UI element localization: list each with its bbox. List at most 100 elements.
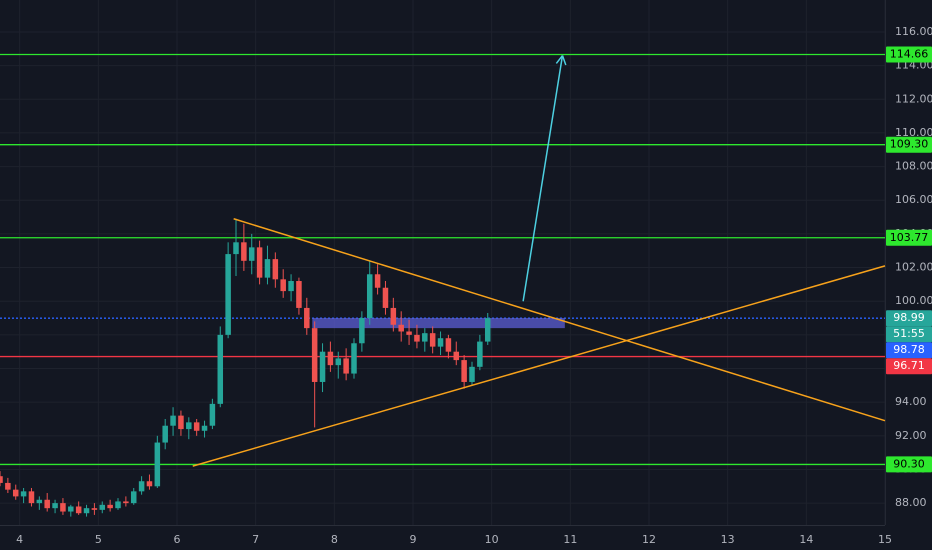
candle-body [280, 279, 286, 292]
price-tag-label: 98.99 [893, 311, 925, 324]
x-tick-label: 14 [799, 533, 813, 546]
candle-body [130, 491, 137, 504]
x-tick-label: 13 [721, 533, 735, 546]
y-tick-label: 92.00 [895, 429, 927, 442]
candle-body [414, 334, 420, 342]
candle-body [44, 499, 50, 509]
y-tick-label: 116.00 [895, 25, 932, 38]
candle-body [484, 318, 491, 342]
candle-body [75, 506, 82, 514]
candle-body [123, 501, 129, 504]
candle-body [272, 259, 279, 280]
price-tag-label: 90.30 [893, 457, 925, 470]
price-tag [886, 310, 932, 327]
candle-body [12, 489, 19, 497]
candle-body [437, 338, 444, 347]
candle-body [406, 331, 412, 335]
y-tick-label: 88.00 [895, 496, 927, 509]
candle-body [398, 324, 404, 332]
candle-body [359, 318, 365, 344]
candle-body [107, 504, 113, 509]
x-tick-label: 11 [563, 533, 577, 546]
candle-body [390, 307, 397, 325]
candle-body [311, 328, 318, 382]
price-tag [886, 358, 932, 375]
x-tick-label: 7 [252, 533, 259, 546]
candle-body [209, 403, 216, 426]
candle-body [91, 508, 98, 510]
y-tick-label: 112.00 [895, 92, 932, 105]
price-tag-label: 114.66 [890, 48, 929, 61]
candle-body [327, 351, 334, 366]
candle-body [374, 274, 381, 288]
candle-body [146, 481, 153, 487]
candle-body [264, 259, 271, 278]
x-tick-label: 9 [410, 533, 417, 546]
candle-body [469, 366, 475, 382]
x-tick-label: 12 [642, 533, 656, 546]
price-tag-label: 109.30 [890, 138, 929, 151]
candle-body [453, 351, 460, 361]
zone [312, 318, 565, 329]
price-tag [886, 342, 932, 359]
candle-body [0, 476, 3, 483]
price-tag-label: 51:55 [893, 327, 925, 340]
candle-body [193, 422, 200, 431]
candle-body [99, 504, 106, 510]
x-tick-label: 5 [95, 533, 102, 546]
candle-body [461, 360, 467, 382]
candle-body [201, 425, 208, 431]
candle-body [36, 499, 43, 504]
candle-body [178, 415, 184, 430]
arrow-head [555, 55, 564, 64]
candle-body [170, 415, 176, 426]
candle-body [68, 506, 74, 512]
candle-body [52, 503, 58, 509]
price-tag [886, 456, 932, 473]
candle-body [429, 333, 436, 347]
x-tick-label: 6 [174, 533, 181, 546]
candle-body [422, 333, 428, 342]
candle-body [445, 338, 452, 352]
candle-body [256, 247, 263, 278]
candle-body [366, 274, 373, 319]
price-tag-label: 96.71 [893, 359, 925, 372]
x-tick-label: 10 [485, 533, 499, 546]
candle-body [343, 358, 349, 374]
y-tick-label: 110.00 [895, 126, 932, 139]
candle-body [351, 343, 357, 374]
candle-body [154, 442, 161, 487]
candle-body [382, 287, 389, 308]
trendline [233, 218, 886, 422]
candle-body [296, 281, 302, 308]
price-tag-label: 98.78 [893, 343, 925, 356]
candle-body [241, 242, 247, 261]
price-tag [886, 229, 932, 246]
arrow-head [561, 55, 567, 66]
trendline [192, 265, 886, 467]
price-tag [886, 136, 932, 153]
candle-body [83, 508, 90, 514]
price-tag [886, 46, 932, 63]
candle-body [304, 307, 310, 329]
candle-body [288, 281, 294, 292]
x-tick-label: 4 [16, 533, 23, 546]
x-tick-label: 8 [331, 533, 338, 546]
candle-body [162, 425, 168, 443]
candle-body [20, 491, 27, 497]
y-tick-label: 94.00 [895, 395, 927, 408]
candle-body [233, 242, 239, 255]
candle-body [28, 491, 35, 504]
candle-body [319, 351, 326, 382]
y-tick-label: 106.00 [895, 193, 932, 206]
price-tag [886, 326, 932, 343]
candle-body [248, 247, 255, 261]
candle-body [335, 358, 342, 366]
candle-body [5, 482, 11, 490]
candle-body [115, 501, 121, 509]
y-tick-label: 108.00 [895, 160, 932, 173]
price-tag-label: 103.77 [890, 231, 929, 244]
y-tick-label: 100.00 [895, 294, 932, 307]
